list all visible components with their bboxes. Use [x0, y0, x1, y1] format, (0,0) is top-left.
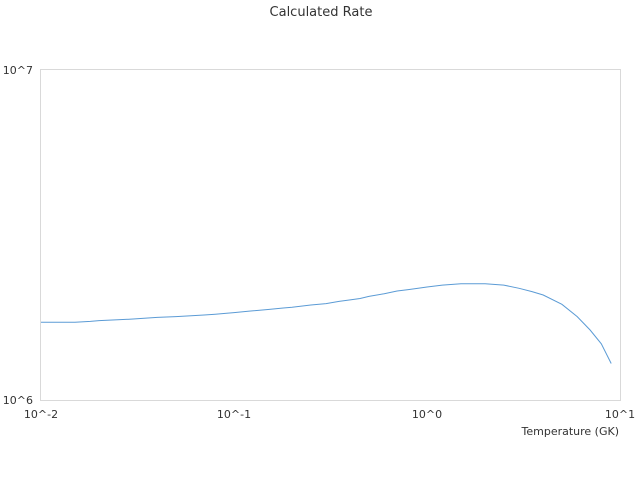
chart-title: Calculated Rate	[270, 5, 373, 20]
plot-area-frame	[40, 69, 621, 401]
x-axis-ticks: 10^-2 10^-1 10^0 10^1	[24, 408, 635, 421]
x-tick-label: 10^0	[412, 408, 442, 421]
series-line	[41, 283, 612, 364]
x-tick-label: 10^1	[605, 408, 635, 421]
x-tick-label: 10^-2	[24, 408, 58, 421]
series-group	[41, 283, 612, 364]
y-tick-label: 10^7	[3, 64, 33, 77]
y-tick-label: 10^6	[3, 394, 33, 407]
x-tick-label: 10^-1	[217, 408, 251, 421]
x-axis-label: Temperature (GK)	[521, 425, 620, 438]
y-axis-ticks: 10^6 10^7	[3, 64, 33, 407]
